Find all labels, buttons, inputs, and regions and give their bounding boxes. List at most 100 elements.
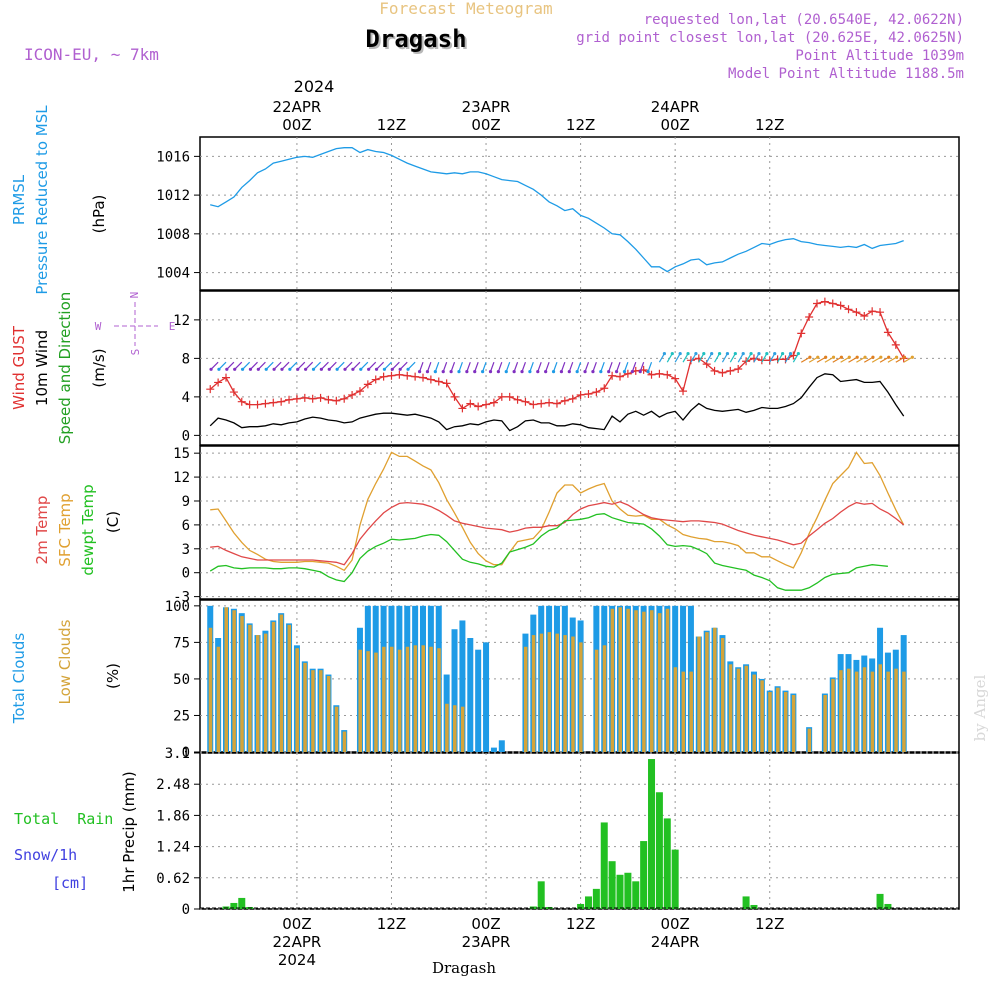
wind-direction-arrow [714,353,721,363]
wind-arrow-head [824,355,828,359]
panel-frame-wind [199,290,960,446]
wind-arrow-head [583,370,587,374]
panel-frame-pressure [199,136,960,291]
wind-gust-marker [292,394,301,403]
wind-arrow-head [417,370,422,374]
low-cloud-bar [634,610,638,752]
wind-direction-arrow [761,353,768,363]
y-tick-label: 6 [182,518,190,534]
low-cloud-bar [303,662,307,752]
wind-gust-marker [442,379,451,388]
wind-arrow-head [831,355,836,359]
wind-direction-arrow [497,362,503,372]
wind-gust-marker [371,375,380,384]
precip-bar [663,818,671,909]
wind-gust-marker [229,388,238,397]
wind-arrow-head [796,351,800,356]
low-cloud-bar [847,668,851,752]
precip-bar [537,881,545,909]
low-cloud-bar [311,670,315,752]
wind-gust-marker [686,356,695,365]
wind-gust-marker [214,378,223,387]
y-tick-label: 0.62 [156,871,190,887]
wind-direction-arrow [576,362,582,372]
wind-direction-arrow [434,362,440,372]
low-cloud-bar [626,608,630,752]
wind-arrow-head [662,351,667,356]
wind-gust-marker [308,394,317,403]
wind-direction-arrow [840,356,850,363]
wind-gust-marker [363,380,372,389]
low-cloud-bar [579,642,583,752]
wind-gust-marker [285,395,294,404]
wind-direction-arrow [879,356,890,363]
wind-arrow-head [694,351,698,356]
wind-direction-arrow [242,361,251,370]
wind-arrow-head [473,370,477,374]
wind-arrow-head [351,367,355,371]
wind-arrow-head [327,367,331,371]
wind-direction-arrow [745,353,752,363]
low-cloud-bar [453,705,457,752]
wind-direction-arrow [737,353,744,363]
low-cloud-bar [752,674,756,752]
wind-arrow-head [233,367,237,371]
wind-arrow-head [520,370,524,374]
wind-unit-label: (m/s) [90,348,108,387]
wind-gust-marker [576,390,585,399]
wind-direction-arrow [560,362,566,372]
precip-bar [632,881,640,909]
wind-gust-marker [277,397,286,406]
bottom-time-label: 22APR [273,933,322,951]
grid-point-coords: grid point closest lon,lat (20.625E, 42.… [576,30,964,46]
low-cloud-bar [839,670,843,752]
low-cloud-bar [334,706,339,752]
low-cloud-bar [697,636,701,752]
wind-gust-marker [253,400,262,409]
low-cloud-bar [728,664,733,752]
low-cloud-bar [460,706,465,752]
wind-arrow-head [847,355,851,359]
y-tick-label: 75 [173,635,190,651]
wind-arrow-head [272,367,276,371]
y-tick-label: 0 [182,566,190,582]
precip-bar [577,903,585,909]
low-cloud-bar [807,728,812,752]
low-cloud-bar [823,695,827,752]
wind-direction-arrow [616,362,621,372]
wind-direction-arrow [305,361,314,370]
low-cloud-bar [878,664,883,752]
wind-arrow-head [910,355,914,359]
wind-arrow-head [367,367,371,371]
point-altitude: Point Altitude 1039m [795,48,964,64]
wind-gust-marker [789,351,798,360]
wind-gust-marker [883,328,892,337]
total-cloud-bar [490,747,497,752]
total-rain-label: Total Rain [14,810,113,828]
wind-arrow-head [725,351,730,356]
low-cloud-bar [224,607,229,752]
low-cloud-bar [271,621,276,752]
low-cloud-bar [240,616,244,752]
wind-direction-arrow [376,361,385,370]
wind-gust-marker [568,394,577,403]
low-cloud-bar [657,613,662,752]
wind-direction-arrow [399,361,408,370]
wind-gust-marker [261,399,270,408]
low-cloud-bar [720,638,725,752]
low-cloud-bar [287,624,292,752]
wind-arrow-head [536,370,540,374]
wind-arrow-head [630,370,634,374]
low-cloud-bar [429,646,433,752]
low-cloud-bar [523,646,528,752]
low-cloud-bar [689,671,693,752]
wind-direction-arrow [903,356,913,363]
wind-arrow-head [591,370,595,374]
wind-direction-arrow [383,361,392,370]
low-cloud-bar [531,635,536,752]
wind-direction-arrow [856,356,866,363]
low-cloud-bar [263,633,268,752]
wind-gust-marker [537,399,546,408]
panel-frame-temperature [199,445,960,600]
low-cloud-bar [681,671,686,752]
